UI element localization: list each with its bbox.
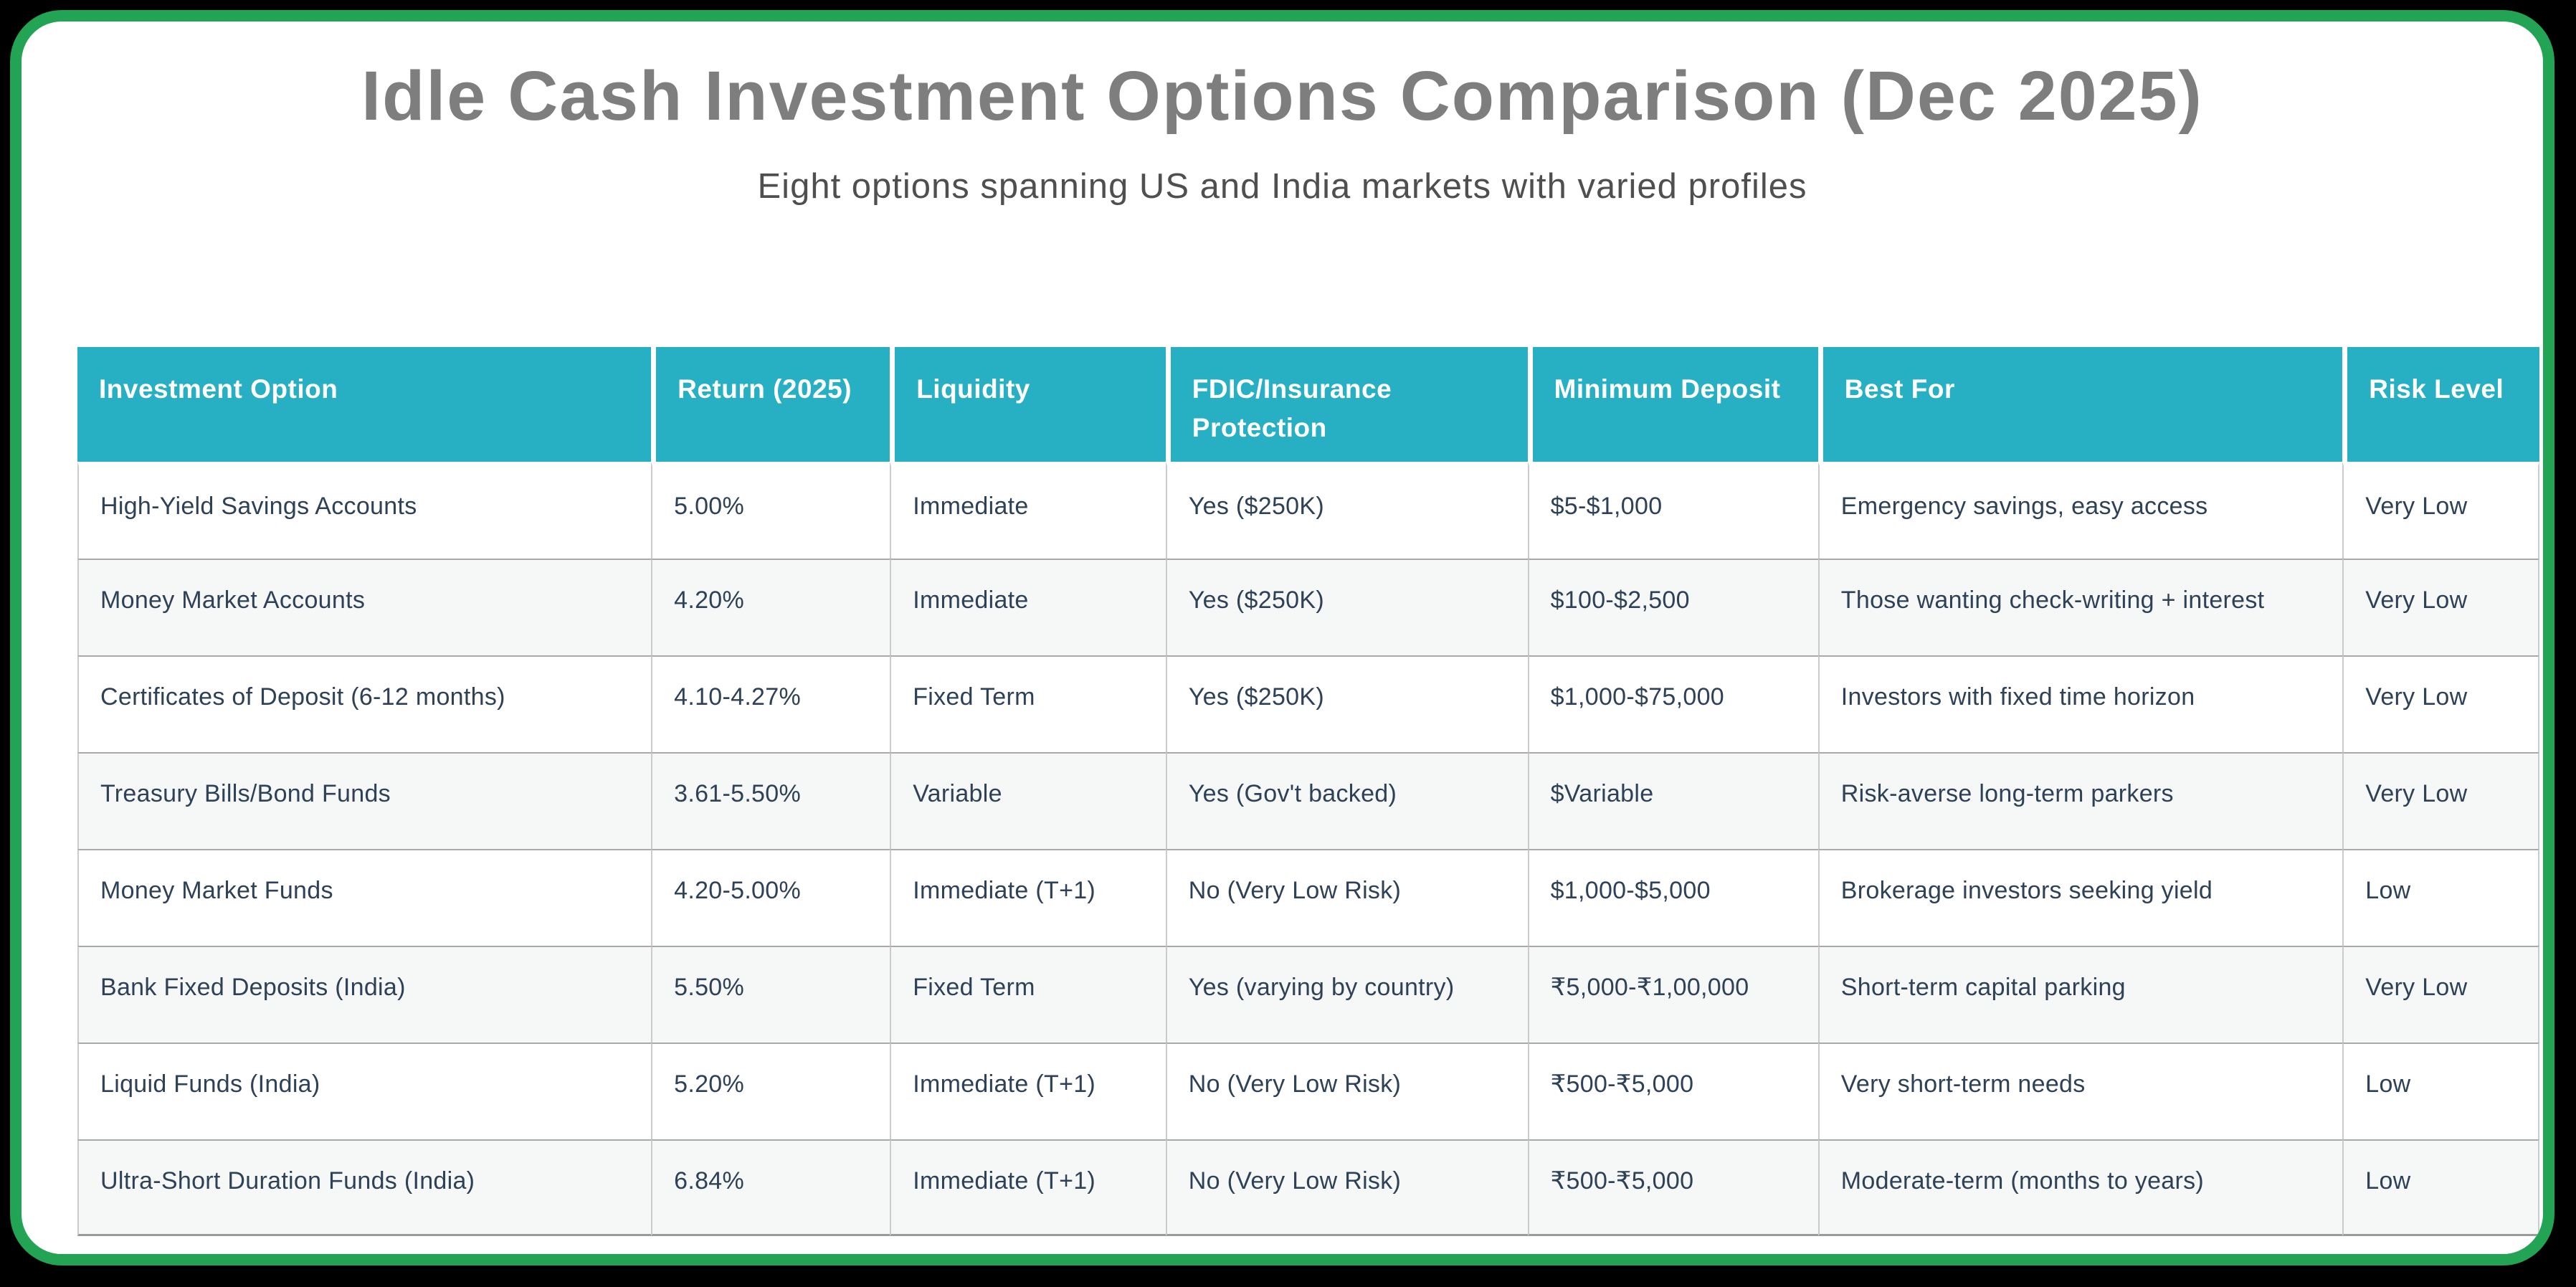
table-cell: Very Low bbox=[2342, 559, 2539, 655]
table-cell: 3.61-5.50% bbox=[651, 752, 890, 849]
table-cell: 4.20% bbox=[651, 559, 890, 655]
column-header: Liquidity bbox=[890, 347, 1166, 462]
table-row: Ultra-Short Duration Funds (India) 6.84% I… bbox=[77, 1139, 2539, 1236]
table-cell: Yes ($250K) bbox=[1165, 462, 1528, 559]
table-cell: No (Very Low Risk) bbox=[1165, 1139, 1528, 1236]
table-cell: Immediate bbox=[890, 559, 1166, 655]
table-cell: Moderate-term (months to years) bbox=[1817, 1139, 2343, 1236]
comparison-table: Investment Option Return (2025) Liquidity F… bbox=[77, 347, 2539, 1236]
table-cell: Immediate bbox=[890, 462, 1166, 559]
table-cell: Yes ($250K) bbox=[1165, 559, 1528, 655]
table-cell: Liquid Funds (India) bbox=[77, 1043, 652, 1139]
table-cell: Low bbox=[2342, 849, 2539, 946]
table-cell: Very short-term needs bbox=[1817, 1043, 2343, 1139]
table-cell: $1,000-$5,000 bbox=[1527, 849, 1818, 946]
page-title: Idle Cash Investment Options Comparison … bbox=[361, 57, 2203, 135]
table-cell: $1,000-$75,000 bbox=[1527, 655, 1818, 752]
table-cell: $100-$2,500 bbox=[1527, 559, 1818, 655]
table-cell: Bank Fixed Deposits (India) bbox=[77, 946, 652, 1043]
table-cell: Immediate (T+1) bbox=[890, 1139, 1166, 1236]
table-cell: 5.50% bbox=[651, 946, 890, 1043]
table-cell: Brokerage investors seeking yield bbox=[1817, 849, 2343, 946]
table-cell: Very Low bbox=[2342, 655, 2539, 752]
table-row: High-Yield Savings Accounts 5.00% Immediat… bbox=[77, 462, 2539, 559]
table-cell: Very Low bbox=[2342, 946, 2539, 1043]
table-cell: ₹500-₹5,000 bbox=[1527, 1043, 1818, 1139]
table-cell: Fixed Term bbox=[890, 946, 1166, 1043]
table-cell: Variable bbox=[890, 752, 1166, 849]
table-row: Bank Fixed Deposits (India) 5.50% Fixed Te… bbox=[77, 946, 2539, 1043]
table-cell: 4.10-4.27% bbox=[651, 655, 890, 752]
table-cell: Fixed Term bbox=[890, 655, 1166, 752]
table-cell: High-Yield Savings Accounts bbox=[77, 462, 652, 559]
table-cell: No (Very Low Risk) bbox=[1165, 849, 1528, 946]
table-cell: ₹5,000-₹1,00,000 bbox=[1527, 946, 1818, 1043]
table-cell: Low bbox=[2342, 1043, 2539, 1139]
table-cell: Yes ($250K) bbox=[1165, 655, 1528, 752]
table-body: High-Yield Savings Accounts 5.00% Immediat… bbox=[77, 462, 2539, 1236]
table-cell: 6.84% bbox=[651, 1139, 890, 1236]
table-row: Money Market Accounts 4.20% Immediate Yes (… bbox=[77, 559, 2539, 655]
table-row: Money Market Funds 4.20-5.00% Immediate (T… bbox=[77, 849, 2539, 946]
table-cell: Emergency savings, easy access bbox=[1817, 462, 2343, 559]
table-cell: Ultra-Short Duration Funds (India) bbox=[77, 1139, 652, 1236]
table-header-row: Investment Option Return (2025) Liquidity F… bbox=[77, 347, 2539, 462]
comparison-card: Idle Cash Investment Options Comparison … bbox=[10, 10, 2554, 1265]
page-subtitle: Eight options spanning US and India mark… bbox=[757, 167, 1807, 206]
table-cell: Very Low bbox=[2342, 752, 2539, 849]
table-cell: $Variable bbox=[1527, 752, 1818, 849]
table-cell: Money Market Funds bbox=[77, 849, 652, 946]
table-cell: Immediate (T+1) bbox=[890, 1043, 1166, 1139]
column-header: Return (2025) bbox=[651, 347, 890, 462]
table-row: Liquid Funds (India) 5.20% Immediate (T+1)… bbox=[77, 1043, 2539, 1139]
table-cell: Certificates of Deposit (6-12 months) bbox=[77, 655, 652, 752]
table-cell: Money Market Accounts bbox=[77, 559, 652, 655]
table-cell: Very Low bbox=[2342, 462, 2539, 559]
table-cell: Yes (Gov't backed) bbox=[1165, 752, 1528, 849]
table-row: Certificates of Deposit (6-12 months) 4.1… bbox=[77, 655, 2539, 752]
table-cell: 5.20% bbox=[651, 1043, 890, 1139]
table-cell: 5.00% bbox=[651, 462, 890, 559]
table-cell: No (Very Low Risk) bbox=[1165, 1043, 1528, 1139]
table-cell: Yes (varying by country) bbox=[1165, 946, 1528, 1043]
table-cell: ₹500-₹5,000 bbox=[1527, 1139, 1818, 1236]
table-row: Treasury Bills/Bond Funds 3.61-5.50% Varia… bbox=[77, 752, 2539, 849]
column-header: Investment Option bbox=[77, 347, 652, 462]
table-cell: 4.20-5.00% bbox=[651, 849, 890, 946]
table-cell: Immediate (T+1) bbox=[890, 849, 1166, 946]
column-header: FDIC/Insurance Protection bbox=[1165, 347, 1528, 462]
column-header: Risk Level bbox=[2342, 347, 2539, 462]
table-cell: Treasury Bills/Bond Funds bbox=[77, 752, 652, 849]
table-cell: Risk-averse long-term parkers bbox=[1817, 752, 2343, 849]
table-cell: Investors with fixed time horizon bbox=[1817, 655, 2343, 752]
table-cell: $5-$1,000 bbox=[1527, 462, 1818, 559]
table-cell: Short-term capital parking bbox=[1817, 946, 2343, 1043]
column-header: Minimum Deposit bbox=[1527, 347, 1818, 462]
table-cell: Those wanting check-writing + interest bbox=[1817, 559, 2343, 655]
column-header: Best For bbox=[1817, 347, 2343, 462]
table-cell: Low bbox=[2342, 1139, 2539, 1236]
